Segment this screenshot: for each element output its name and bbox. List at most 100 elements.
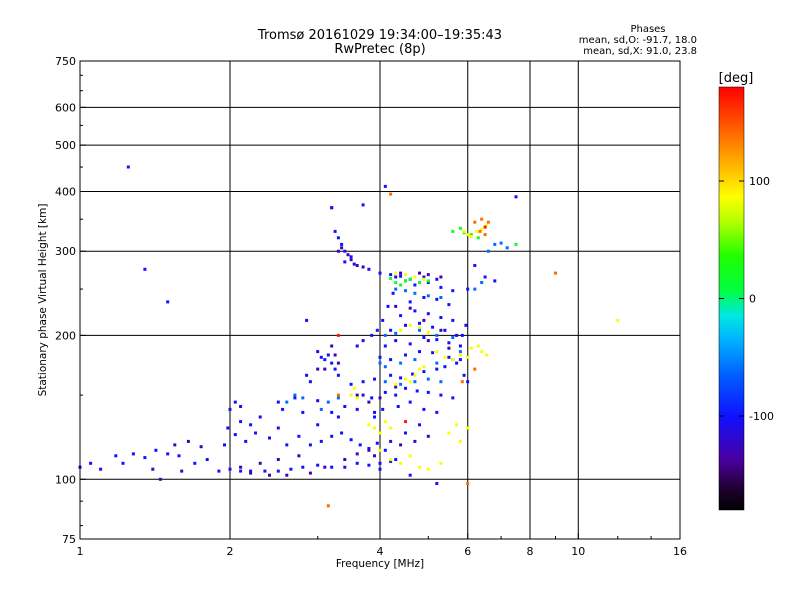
data-point <box>226 426 230 430</box>
data-point <box>330 344 334 348</box>
phase-mean-o: mean, sd,O: -91.7, 18.0 <box>579 35 697 46</box>
data-point <box>289 467 293 471</box>
x-tick-label: 1 <box>77 545 84 558</box>
data-point <box>151 467 155 471</box>
data-point <box>462 373 466 377</box>
data-point <box>435 367 439 371</box>
data-point <box>483 225 487 229</box>
data-point <box>378 355 382 359</box>
data-point <box>447 346 451 350</box>
data-point <box>143 456 147 460</box>
data-point <box>426 467 430 471</box>
data-point <box>319 407 323 411</box>
data-point <box>378 271 382 275</box>
data-point <box>418 325 421 329</box>
data-point <box>276 469 280 473</box>
data-point <box>418 281 421 284</box>
data-point <box>493 242 497 246</box>
data-point <box>394 271 398 275</box>
data-point <box>383 344 387 348</box>
data-point <box>415 389 419 393</box>
data-point <box>480 217 484 221</box>
data-point <box>422 277 426 281</box>
data-point <box>223 443 226 447</box>
data-point <box>426 294 430 298</box>
data-point <box>217 469 221 473</box>
data-point <box>435 482 439 485</box>
data-point <box>285 400 289 404</box>
data-point <box>486 220 490 224</box>
data-point <box>166 300 170 304</box>
data-point <box>476 236 480 240</box>
data-point <box>466 482 470 485</box>
data-point <box>455 423 459 427</box>
data-point <box>330 465 334 469</box>
data-point <box>276 400 280 404</box>
data-point <box>418 321 421 325</box>
data-point <box>389 439 393 443</box>
data-point <box>389 328 393 332</box>
data-point <box>413 358 417 362</box>
data-point <box>451 229 455 233</box>
y-tick-label: 300 <box>55 245 76 258</box>
data-point <box>383 420 387 424</box>
data-point <box>355 344 359 348</box>
data-point <box>404 377 407 381</box>
data-point <box>475 229 479 233</box>
data-point <box>349 438 353 442</box>
data-point <box>413 309 417 313</box>
data-point <box>336 236 340 240</box>
data-point <box>381 318 385 322</box>
data-point <box>462 229 466 233</box>
data-point <box>399 376 403 380</box>
data-point <box>378 431 382 435</box>
data-point <box>301 410 305 414</box>
data-point <box>418 465 421 469</box>
data-point <box>355 407 359 411</box>
x-axis: 1 2 4 6 8 10 16 <box>77 533 687 558</box>
data-point <box>389 458 393 461</box>
y-tick-label: 100 <box>55 473 76 486</box>
data-point <box>268 473 271 477</box>
data-point <box>330 410 334 414</box>
data-point <box>336 396 340 400</box>
data-point <box>336 249 340 253</box>
data-point <box>367 400 371 404</box>
data-point <box>239 420 243 424</box>
data-point <box>326 504 330 508</box>
data-point <box>367 267 371 271</box>
data-point <box>469 235 473 238</box>
data-point <box>404 420 407 424</box>
data-point <box>319 355 323 359</box>
data-point <box>394 458 398 461</box>
data-point <box>239 405 243 408</box>
data-point <box>370 333 374 337</box>
data-point <box>263 469 267 473</box>
data-point <box>451 289 455 293</box>
data-point <box>336 333 340 337</box>
data-point <box>478 229 482 233</box>
data-point <box>473 220 477 224</box>
data-point <box>249 471 253 475</box>
data-point <box>293 393 297 397</box>
data-point <box>435 297 439 301</box>
data-point <box>486 249 490 253</box>
data-point <box>458 344 462 348</box>
data-point <box>443 355 447 359</box>
data-point <box>228 407 232 411</box>
data-point <box>447 341 451 345</box>
data-point <box>316 350 320 354</box>
data-point <box>361 393 365 397</box>
data-point <box>422 275 426 279</box>
data-point <box>305 318 309 322</box>
data-point <box>330 434 334 438</box>
x-tick-label: 8 <box>527 545 534 558</box>
data-point <box>473 367 477 371</box>
data-point <box>505 246 509 250</box>
data-point <box>394 287 398 291</box>
data-point <box>389 459 393 463</box>
data-point <box>361 265 365 269</box>
data-point <box>343 458 347 461</box>
data-point <box>399 314 403 318</box>
data-point <box>352 386 356 390</box>
